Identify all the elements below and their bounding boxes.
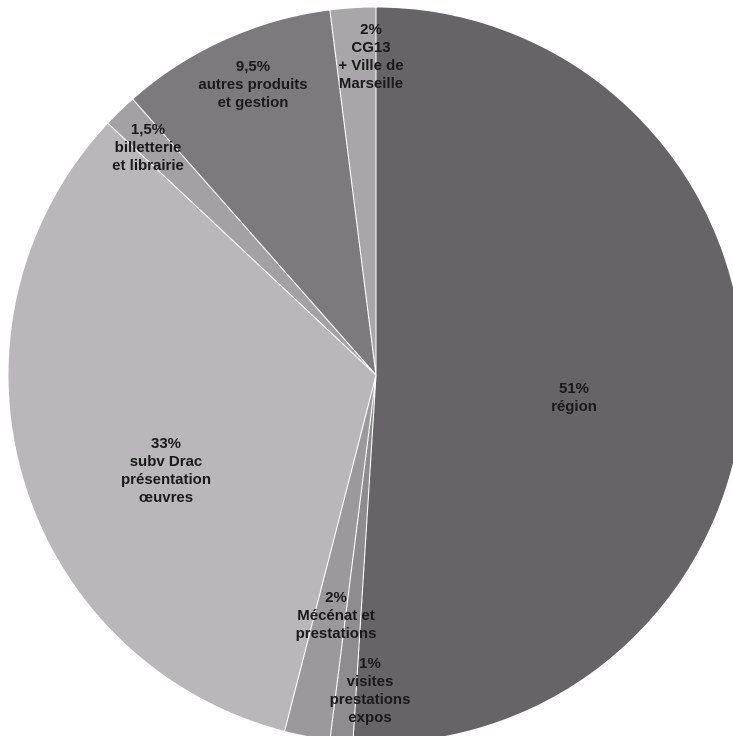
- slice-label-line: et librairie: [112, 157, 184, 174]
- pie-slice: [352, 6, 733, 736]
- slice-label-line: Mécénat et: [297, 607, 375, 624]
- slice-label-line: subv Drac: [130, 453, 203, 470]
- slice-label-line: présentation: [121, 471, 211, 488]
- slice-label-line: Marseille: [339, 75, 403, 92]
- slice-label-line: 2%: [360, 21, 382, 38]
- slice-label-line: prestations: [296, 625, 377, 642]
- slice-label-line: + Ville de: [338, 57, 403, 74]
- pie-slice: [7, 122, 377, 733]
- slice-label: 33% subv Drac présentation œuvres: [121, 435, 211, 506]
- slice-label-line: 1%: [359, 655, 381, 672]
- slice-label: 1,5% billetterie et librairie: [112, 121, 184, 174]
- slice-label-line: 51%: [559, 380, 589, 397]
- slice-label-line: œuvres: [139, 489, 193, 506]
- slice-label-line: 2%: [325, 589, 347, 606]
- slice-label-line: 33%: [151, 435, 181, 452]
- slice-label-line: prestations: [330, 691, 411, 708]
- slice-label: 9,5% autres produits et gestion: [198, 58, 307, 111]
- pie-slice: [131, 9, 377, 377]
- slice-label: 1% visites prestations expos: [330, 655, 411, 726]
- slice-label-line: 1,5%: [131, 121, 165, 138]
- slice-label-line: CG13: [351, 39, 390, 56]
- slice-label-line: expos: [348, 709, 391, 726]
- slice-label: 2% Mécénat et prestations: [296, 589, 377, 642]
- slice-label-line: 9,5%: [236, 58, 270, 75]
- slice-label-line: autres produits: [198, 76, 307, 93]
- pie-slice: [329, 6, 377, 376]
- slice-label-line: visites: [347, 673, 394, 690]
- slice-label-line: région: [551, 398, 597, 415]
- slice-label-line: billetterie: [115, 139, 182, 156]
- slice-label: 2% CG13 + Ville de Marseille: [338, 21, 403, 92]
- slice-label: 51% région: [551, 380, 597, 415]
- slice-label-line: et gestion: [218, 94, 289, 111]
- pie-slices: [7, 6, 733, 736]
